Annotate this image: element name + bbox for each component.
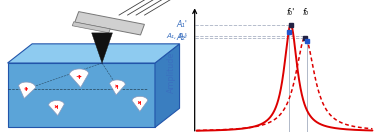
Polygon shape bbox=[75, 12, 144, 35]
Polygon shape bbox=[132, 96, 148, 112]
Text: f₀': f₀' bbox=[287, 8, 295, 17]
Text: Amplitude: Amplitude bbox=[167, 52, 176, 93]
Polygon shape bbox=[19, 82, 36, 99]
Polygon shape bbox=[155, 44, 180, 127]
Polygon shape bbox=[70, 69, 88, 87]
Polygon shape bbox=[110, 80, 125, 95]
Text: f₀: f₀ bbox=[302, 8, 308, 17]
Text: A₂': A₂' bbox=[177, 33, 187, 42]
Polygon shape bbox=[8, 44, 180, 63]
Polygon shape bbox=[72, 22, 110, 33]
Polygon shape bbox=[91, 33, 113, 63]
Polygon shape bbox=[49, 100, 64, 116]
Polygon shape bbox=[8, 63, 155, 127]
Text: A₁': A₁' bbox=[177, 20, 187, 29]
Text: A₁, A₂: A₁, A₂ bbox=[167, 33, 187, 39]
